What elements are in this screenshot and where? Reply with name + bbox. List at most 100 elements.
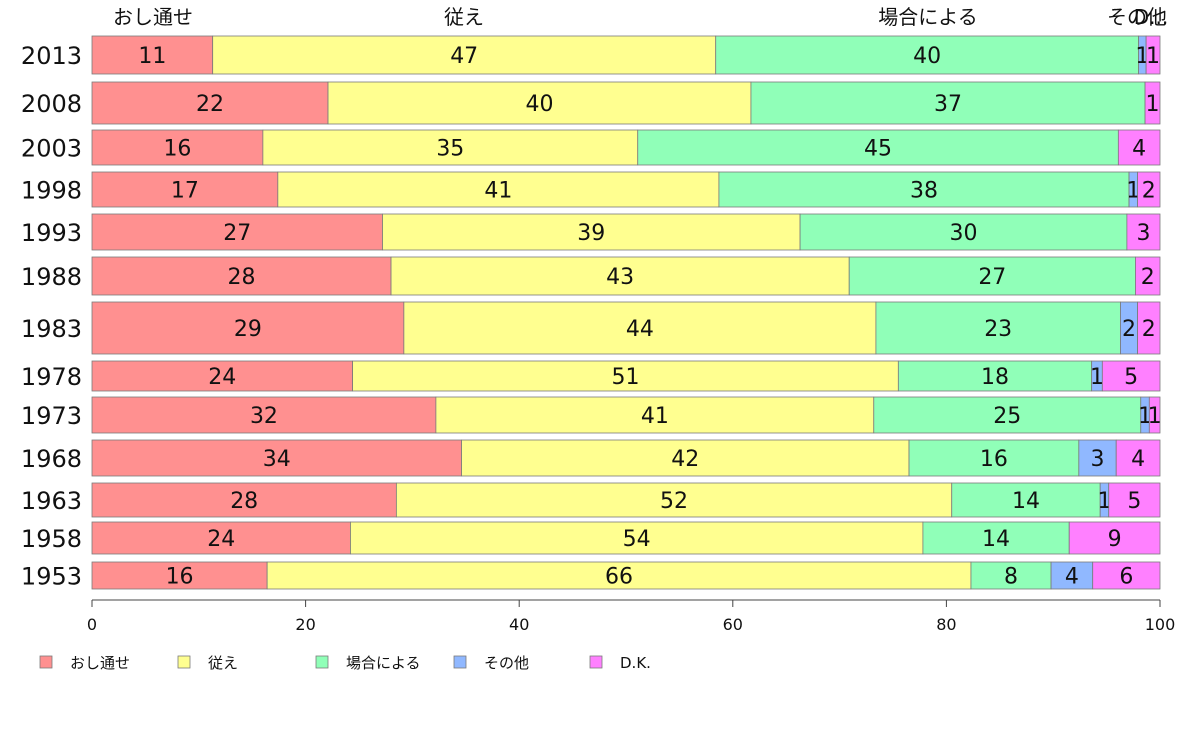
bar-segment [435, 396, 875, 434]
segment-value-label: 29 [234, 317, 262, 342]
bar-segment [1092, 561, 1161, 590]
segment-value-label: 16 [163, 137, 191, 162]
segment-value-label: 2 [1142, 317, 1156, 342]
segment-value-label: 27 [223, 221, 251, 246]
bar-segment [91, 396, 437, 434]
bar-segment [970, 561, 1052, 590]
segment-value-label: 1 [1146, 44, 1160, 69]
segment-value-label: 2 [1142, 179, 1156, 204]
bar-segment [461, 439, 910, 477]
bar-segment [91, 521, 351, 555]
segment-value-label: 37 [934, 92, 962, 117]
segment-value-label: 41 [484, 179, 512, 204]
legend-swatch [315, 655, 329, 669]
segment-value-label: 1 [1126, 179, 1140, 204]
segment-value-label: 28 [230, 489, 258, 514]
segment-value-label: 23 [984, 317, 1012, 342]
x-tick-label: 20 [295, 615, 315, 634]
year-label: 1998 [21, 177, 82, 205]
segment-value-label: 28 [228, 265, 256, 290]
bar-segment [799, 213, 1128, 251]
bar-segment [922, 521, 1070, 555]
bar-segment [718, 171, 1130, 208]
bar-segment [875, 301, 1121, 355]
top-series-label: 従え [444, 5, 484, 29]
segment-value-label: 14 [1012, 489, 1040, 514]
bar-segment [352, 360, 899, 392]
x-tick-label: 0 [87, 615, 97, 634]
bar-segment [1068, 521, 1161, 555]
x-tick-label: 80 [936, 615, 956, 634]
legend-swatch [589, 655, 603, 669]
legend-label: その他 [484, 654, 529, 672]
segment-value-label: 8 [1004, 565, 1018, 590]
segment-value-label: 41 [641, 404, 669, 429]
segment-value-label: 3 [1136, 221, 1150, 246]
bar-segment [1148, 396, 1161, 434]
bar-segment [750, 81, 1146, 125]
segment-value-label: 22 [196, 92, 224, 117]
top-series-label: おし通せ [113, 5, 193, 29]
bar-segment [715, 35, 1140, 75]
segment-value-label: 38 [910, 179, 938, 204]
year-label: 1958 [21, 525, 82, 553]
bar-segment [91, 561, 268, 590]
bar-segment [91, 129, 264, 166]
segment-value-label: 4 [1065, 565, 1079, 590]
bar-segment [91, 171, 279, 208]
bar-segment [91, 213, 383, 251]
bar-segment [382, 213, 801, 251]
bar-segment [212, 35, 717, 75]
segment-value-label: 2 [1122, 317, 1136, 342]
segment-value-label: 24 [208, 365, 236, 390]
segment-value-label: 51 [611, 365, 639, 390]
segment-value-label: 3 [1091, 447, 1105, 472]
bar-segment [1108, 482, 1161, 518]
segment-value-label: 54 [623, 527, 651, 552]
bar-segment [91, 35, 214, 75]
bar-segment [1117, 129, 1161, 166]
year-label: 1963 [21, 487, 82, 515]
segment-value-label: 2 [1141, 265, 1155, 290]
x-tick-label: 40 [509, 615, 529, 634]
year-label: 2008 [21, 90, 82, 118]
bar-segment [403, 301, 877, 355]
x-tick-label: 100 [1145, 615, 1176, 634]
segment-value-label: 40 [525, 92, 553, 117]
segment-value-label: 11 [138, 44, 166, 69]
segment-value-label: 16 [166, 565, 194, 590]
segment-value-label: 14 [982, 527, 1010, 552]
legend-label: 従え [208, 654, 238, 672]
legend-label: おし通せ [70, 654, 130, 672]
segment-value-label: 4 [1132, 137, 1146, 162]
bar-segment [91, 256, 392, 296]
legend-swatch [177, 655, 191, 669]
year-label: 2013 [21, 42, 82, 70]
segment-value-label: 34 [263, 447, 291, 472]
bar-segment [1050, 561, 1094, 590]
segment-value-label: 1 [1148, 404, 1162, 429]
x-tick-label: 60 [723, 615, 743, 634]
bar-segment [327, 81, 752, 125]
segment-value-label: 1 [1146, 92, 1160, 117]
segment-value-label: 6 [1119, 565, 1133, 590]
segment-value-label: 18 [981, 365, 1009, 390]
bar-segment [91, 81, 329, 125]
segment-value-label: 52 [660, 489, 688, 514]
segment-value-label: 4 [1131, 447, 1145, 472]
segment-value-label: 42 [671, 447, 699, 472]
bar-segment [390, 256, 850, 296]
bar-segment [1101, 360, 1161, 392]
segment-value-label: 30 [949, 221, 977, 246]
segment-value-label: 24 [207, 527, 235, 552]
segment-value-label: 1 [1097, 489, 1111, 514]
segment-value-label: 16 [980, 447, 1008, 472]
segment-value-label: 1 [1090, 365, 1104, 390]
bar-segment [91, 360, 353, 392]
top-series-label: その他 [1107, 5, 1167, 29]
legend-swatch [453, 655, 467, 669]
bar-segment [1145, 35, 1161, 75]
bar-segment [873, 396, 1142, 434]
segment-value-label: 66 [605, 565, 633, 590]
